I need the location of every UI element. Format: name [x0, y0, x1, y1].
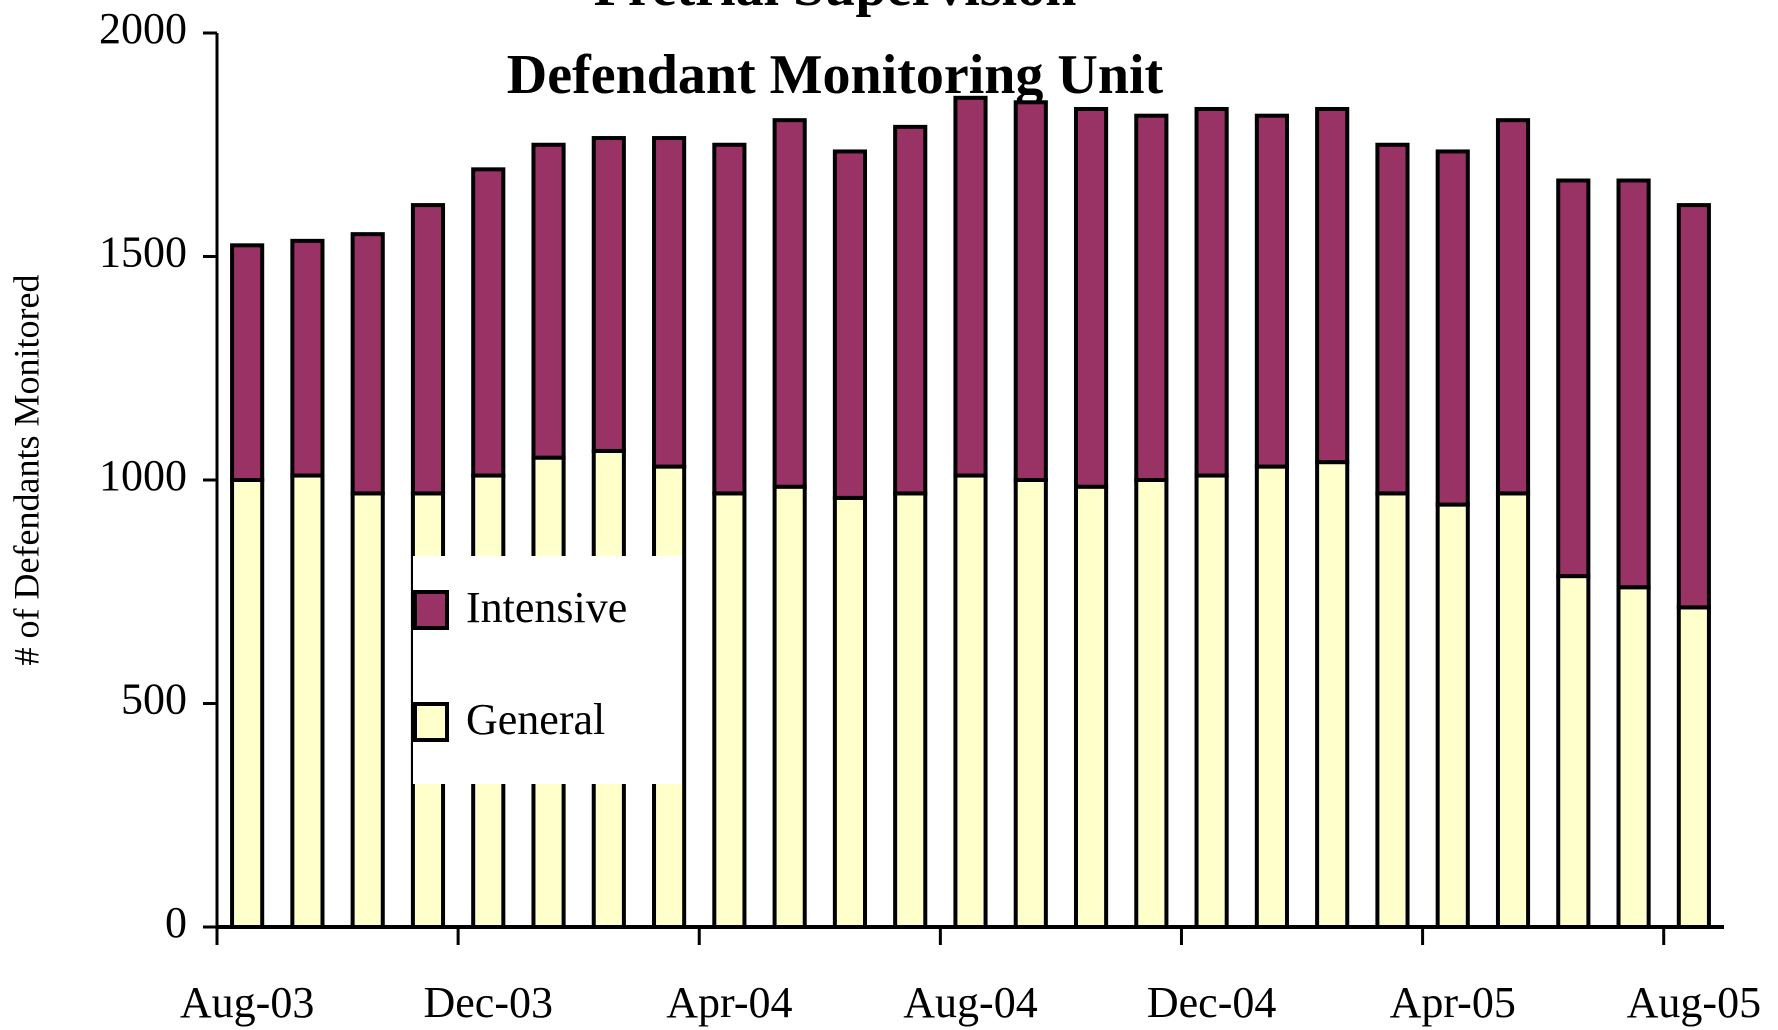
bar-segment: [1556, 574, 1591, 929]
x-tick-label: Apr-04: [666, 978, 792, 1027]
bar-segment: [1254, 113, 1289, 469]
bar-segment: [1134, 478, 1169, 929]
chart-subtitle: Defendant Monitoring Unit: [507, 44, 1164, 106]
bar-segment: [953, 473, 988, 929]
bar-segment: [1435, 502, 1470, 929]
legend-label: Intensive: [466, 583, 627, 632]
bar-segment: [290, 238, 325, 478]
bar-segment: [1134, 113, 1169, 482]
bar-segment: [953, 95, 988, 478]
bar-segment: [1495, 118, 1531, 496]
bar-segment: [290, 473, 325, 929]
bar-segment: [410, 203, 446, 496]
bar-segment: [832, 495, 868, 929]
y-tick-label: 1000: [99, 451, 187, 500]
y-axis-title: # of Defendants Monitored: [6, 275, 46, 666]
bar-segment: [1616, 178, 1651, 590]
bar-segment: [1676, 203, 1711, 610]
bar-segment: [1194, 473, 1229, 929]
legend-swatch: [413, 702, 449, 742]
bar-segment: [1073, 484, 1109, 929]
bar-segment: [712, 142, 747, 496]
bar-segment: [350, 491, 385, 929]
x-tick-label: Dec-03: [424, 978, 554, 1027]
bar-segment: [652, 136, 687, 469]
bar-segment: [1073, 106, 1109, 489]
bar-segment: [1676, 605, 1711, 930]
x-tick-label: Aug-03: [180, 978, 314, 1027]
legend-swatch: [413, 590, 449, 630]
y-tick-label: 500: [121, 675, 187, 724]
bar-segment: [832, 149, 868, 500]
bar-segment: [1435, 149, 1470, 507]
bar-segment: [772, 484, 807, 929]
legend-label: General: [466, 695, 605, 744]
y-tick-label: 0: [165, 898, 187, 947]
bar-segment: [230, 478, 265, 929]
bar-segment: [531, 142, 566, 460]
bar-segment: [591, 136, 626, 453]
x-tick-label: Aug-04: [903, 978, 1037, 1027]
bar-segment: [1315, 460, 1350, 929]
bar-segment: [1013, 478, 1048, 929]
bar-segment: [893, 491, 928, 929]
bar-segment: [471, 167, 506, 478]
bar-segment: [350, 232, 385, 496]
bar-segment: [1375, 491, 1410, 929]
bar-segment: [1616, 585, 1651, 930]
y-tick-label: 2000: [99, 4, 187, 53]
bar-segment: [1194, 106, 1229, 478]
y-tick-label: 1500: [99, 228, 187, 277]
bar-segment: [1315, 106, 1350, 465]
legend-box: [413, 556, 682, 784]
bar-segment: [893, 124, 928, 496]
x-tick-label: Dec-04: [1147, 978, 1277, 1027]
x-tick-label: Aug-05: [1627, 978, 1761, 1027]
bar-segment: [1254, 464, 1289, 929]
bar-segment: [1495, 491, 1531, 929]
x-tick-label: Apr-05: [1390, 978, 1516, 1027]
bar-segment: [772, 118, 807, 489]
bar-segment: [1556, 178, 1591, 579]
chart-title: Pretrial Supervision: [594, 0, 1077, 18]
bar-segment: [1375, 142, 1410, 496]
bar-segment: [1013, 100, 1048, 482]
bar-segment: [230, 243, 265, 482]
bar-segment: [712, 491, 747, 929]
